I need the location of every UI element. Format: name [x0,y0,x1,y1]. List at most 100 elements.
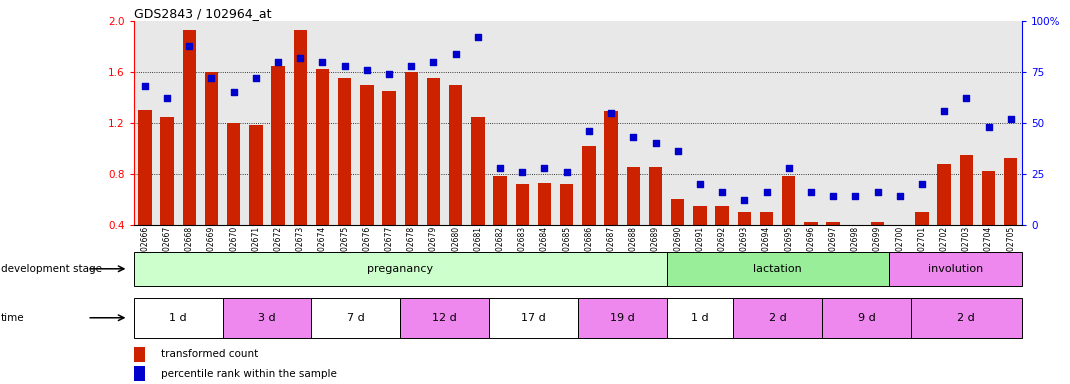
Bar [427,78,440,276]
Point [935,108,952,114]
Point [980,124,997,130]
Bar [134,366,146,381]
Bar [449,85,462,276]
Text: GDS2843 / 102964_at: GDS2843 / 102964_at [134,7,272,20]
Bar [160,116,173,276]
Point [491,165,508,171]
Bar [805,222,817,276]
Text: 1 d: 1 d [691,313,708,323]
Bar [871,222,884,276]
Point [381,71,398,77]
Point [203,75,220,81]
Bar [716,205,729,276]
Point [470,34,487,40]
Point [136,83,153,89]
Text: 19 d: 19 d [610,313,635,323]
Text: 1 d: 1 d [169,313,187,323]
Bar [249,126,262,276]
Bar [911,298,1022,338]
Point [891,193,908,199]
Bar [134,252,667,286]
Text: transformed count: transformed count [162,349,259,359]
Bar [227,123,241,276]
Bar [493,176,507,276]
Point [802,189,820,195]
Bar [982,171,995,276]
Point [625,134,642,140]
Bar [667,298,733,338]
Point [292,55,309,61]
Bar [667,252,888,286]
Bar [183,30,196,276]
Bar [760,212,774,276]
Point [580,128,597,134]
Text: 2 d: 2 d [958,313,975,323]
Text: lactation: lactation [753,264,802,274]
Bar [134,346,146,362]
Bar [538,183,551,276]
Bar [316,70,330,276]
Bar [671,199,685,276]
Text: development stage: development stage [1,264,102,274]
Point [559,169,576,175]
Point [402,63,419,69]
Bar [605,111,617,276]
Point [314,59,331,65]
Point [714,189,731,195]
Bar [516,184,529,276]
Bar [272,66,285,276]
Bar [204,72,218,276]
Bar [960,155,973,276]
Bar [489,298,578,338]
Point [602,110,620,116]
Point [158,95,175,101]
Bar [382,91,396,276]
Point [647,140,664,146]
Point [758,189,775,195]
Point [958,95,975,101]
Bar [782,176,795,276]
Bar [849,225,862,276]
Point [336,63,353,69]
Bar [138,110,152,276]
Bar [471,116,485,276]
Text: time: time [1,313,25,323]
Bar [1004,159,1018,276]
Bar [400,298,489,338]
Point [736,197,753,203]
Point [270,59,287,65]
Point [514,169,531,175]
Text: percentile rank within the sample: percentile rank within the sample [162,369,337,379]
Point [869,189,886,195]
Bar [404,72,418,276]
Bar [361,85,373,276]
Point [780,165,797,171]
Point [358,67,376,73]
Bar [937,164,951,276]
Bar [578,298,667,338]
Text: 7 d: 7 d [347,313,365,323]
Bar [826,222,840,276]
Text: 9 d: 9 d [857,313,875,323]
Point [536,165,553,171]
Bar [648,167,662,276]
Point [247,75,264,81]
Text: 2 d: 2 d [768,313,786,323]
Bar [134,298,223,338]
Bar [223,298,311,338]
Point [691,181,708,187]
Point [825,193,842,199]
Point [669,148,686,154]
Bar [560,184,574,276]
Text: involution: involution [928,264,983,274]
Text: 17 d: 17 d [521,313,546,323]
Bar [822,298,911,338]
Point [846,193,863,199]
Bar [888,252,1022,286]
Bar [733,298,822,338]
Bar [627,167,640,276]
Bar [737,212,751,276]
Point [181,43,198,49]
Bar [338,78,351,276]
Bar [311,298,400,338]
